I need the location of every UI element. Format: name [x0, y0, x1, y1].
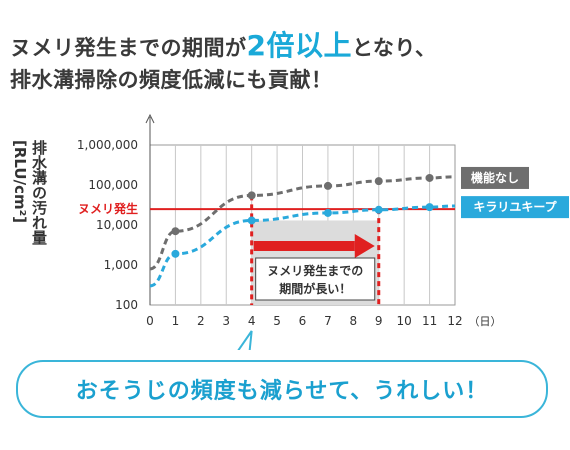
- series-point: [323, 208, 332, 217]
- x-tick-label: 10: [397, 314, 412, 328]
- y-axis-label: 排水溝の汚れ量 [RLU/cm²]: [8, 140, 48, 310]
- x-tick-label: 9: [375, 314, 383, 328]
- threshold-label: ヌメリ発生: [78, 201, 138, 216]
- series-label-text: キラリユキープ: [473, 199, 557, 214]
- x-tick-label: 4: [248, 314, 256, 328]
- x-unit-label: （日）: [469, 315, 502, 328]
- series-label-badge: [461, 166, 529, 189]
- series-point: [323, 181, 332, 190]
- y-tick-label: 100,000: [88, 178, 138, 192]
- annotation-text-line-1: ヌメリ発生までの: [267, 263, 363, 278]
- x-tick-label: 0: [146, 314, 154, 328]
- x-tick-label: 11: [422, 314, 437, 328]
- annotation-text-line-2: 期間が長い！: [279, 281, 351, 296]
- callout-pointer: [237, 330, 253, 350]
- x-tick-label: 6: [299, 314, 307, 328]
- series-label-text: 機能なし: [471, 170, 519, 185]
- headline-line-1: ヌメリ発生までの期間が2倍以上となり、: [10, 30, 570, 64]
- annotation-box: [255, 257, 376, 301]
- series-point: [374, 177, 383, 186]
- y-tick-label: 1,000,000: [77, 138, 138, 152]
- headline: ヌメリ発生までの期間が2倍以上となり、 排水溝掃除の頻度低減にも貢献！: [10, 30, 570, 96]
- x-tick-label: 7: [324, 314, 332, 328]
- x-tick-label: 2: [197, 314, 205, 328]
- arrow-head-icon: [354, 234, 375, 258]
- headline-emphasis: 2倍以上: [246, 29, 352, 62]
- x-tick-label: 3: [222, 314, 230, 328]
- series-label-badge: [461, 196, 569, 219]
- callout-bubble-text: おそうじの頻度も減らせて、うれしい！: [75, 379, 489, 404]
- x-tick-label: 12: [447, 314, 462, 328]
- series-point: [247, 216, 256, 225]
- series-point: [425, 173, 434, 182]
- series-point: [171, 227, 180, 236]
- callout-bubble: おそうじの頻度も減らせて、うれしい！: [16, 360, 548, 418]
- series-point: [374, 205, 383, 214]
- y-axis-label-line-2: [RLU/cm²]: [11, 140, 29, 224]
- x-tick-label: 5: [273, 314, 281, 328]
- series-point: [425, 203, 434, 212]
- y-tick-label: 10,000: [96, 218, 138, 232]
- x-tick-label: 1: [172, 314, 180, 328]
- y-axis-arrow-icon: [145, 113, 155, 124]
- series-point: [171, 249, 180, 258]
- headline-line-1-post: となり、: [351, 36, 437, 60]
- y-axis-label-line-1: 排水溝の汚れ量: [30, 140, 48, 245]
- y-tick-label: 1,000: [104, 258, 138, 272]
- series-point: [247, 191, 256, 200]
- headline-line-1-pre: ヌメリ発生までの期間が: [10, 36, 247, 60]
- headline-line-2: 排水溝掃除の頻度低減にも貢献！: [10, 68, 333, 92]
- arrow-shaft: [253, 241, 355, 251]
- y-tick-label: 100: [115, 298, 138, 312]
- x-tick-label: 8: [350, 314, 358, 328]
